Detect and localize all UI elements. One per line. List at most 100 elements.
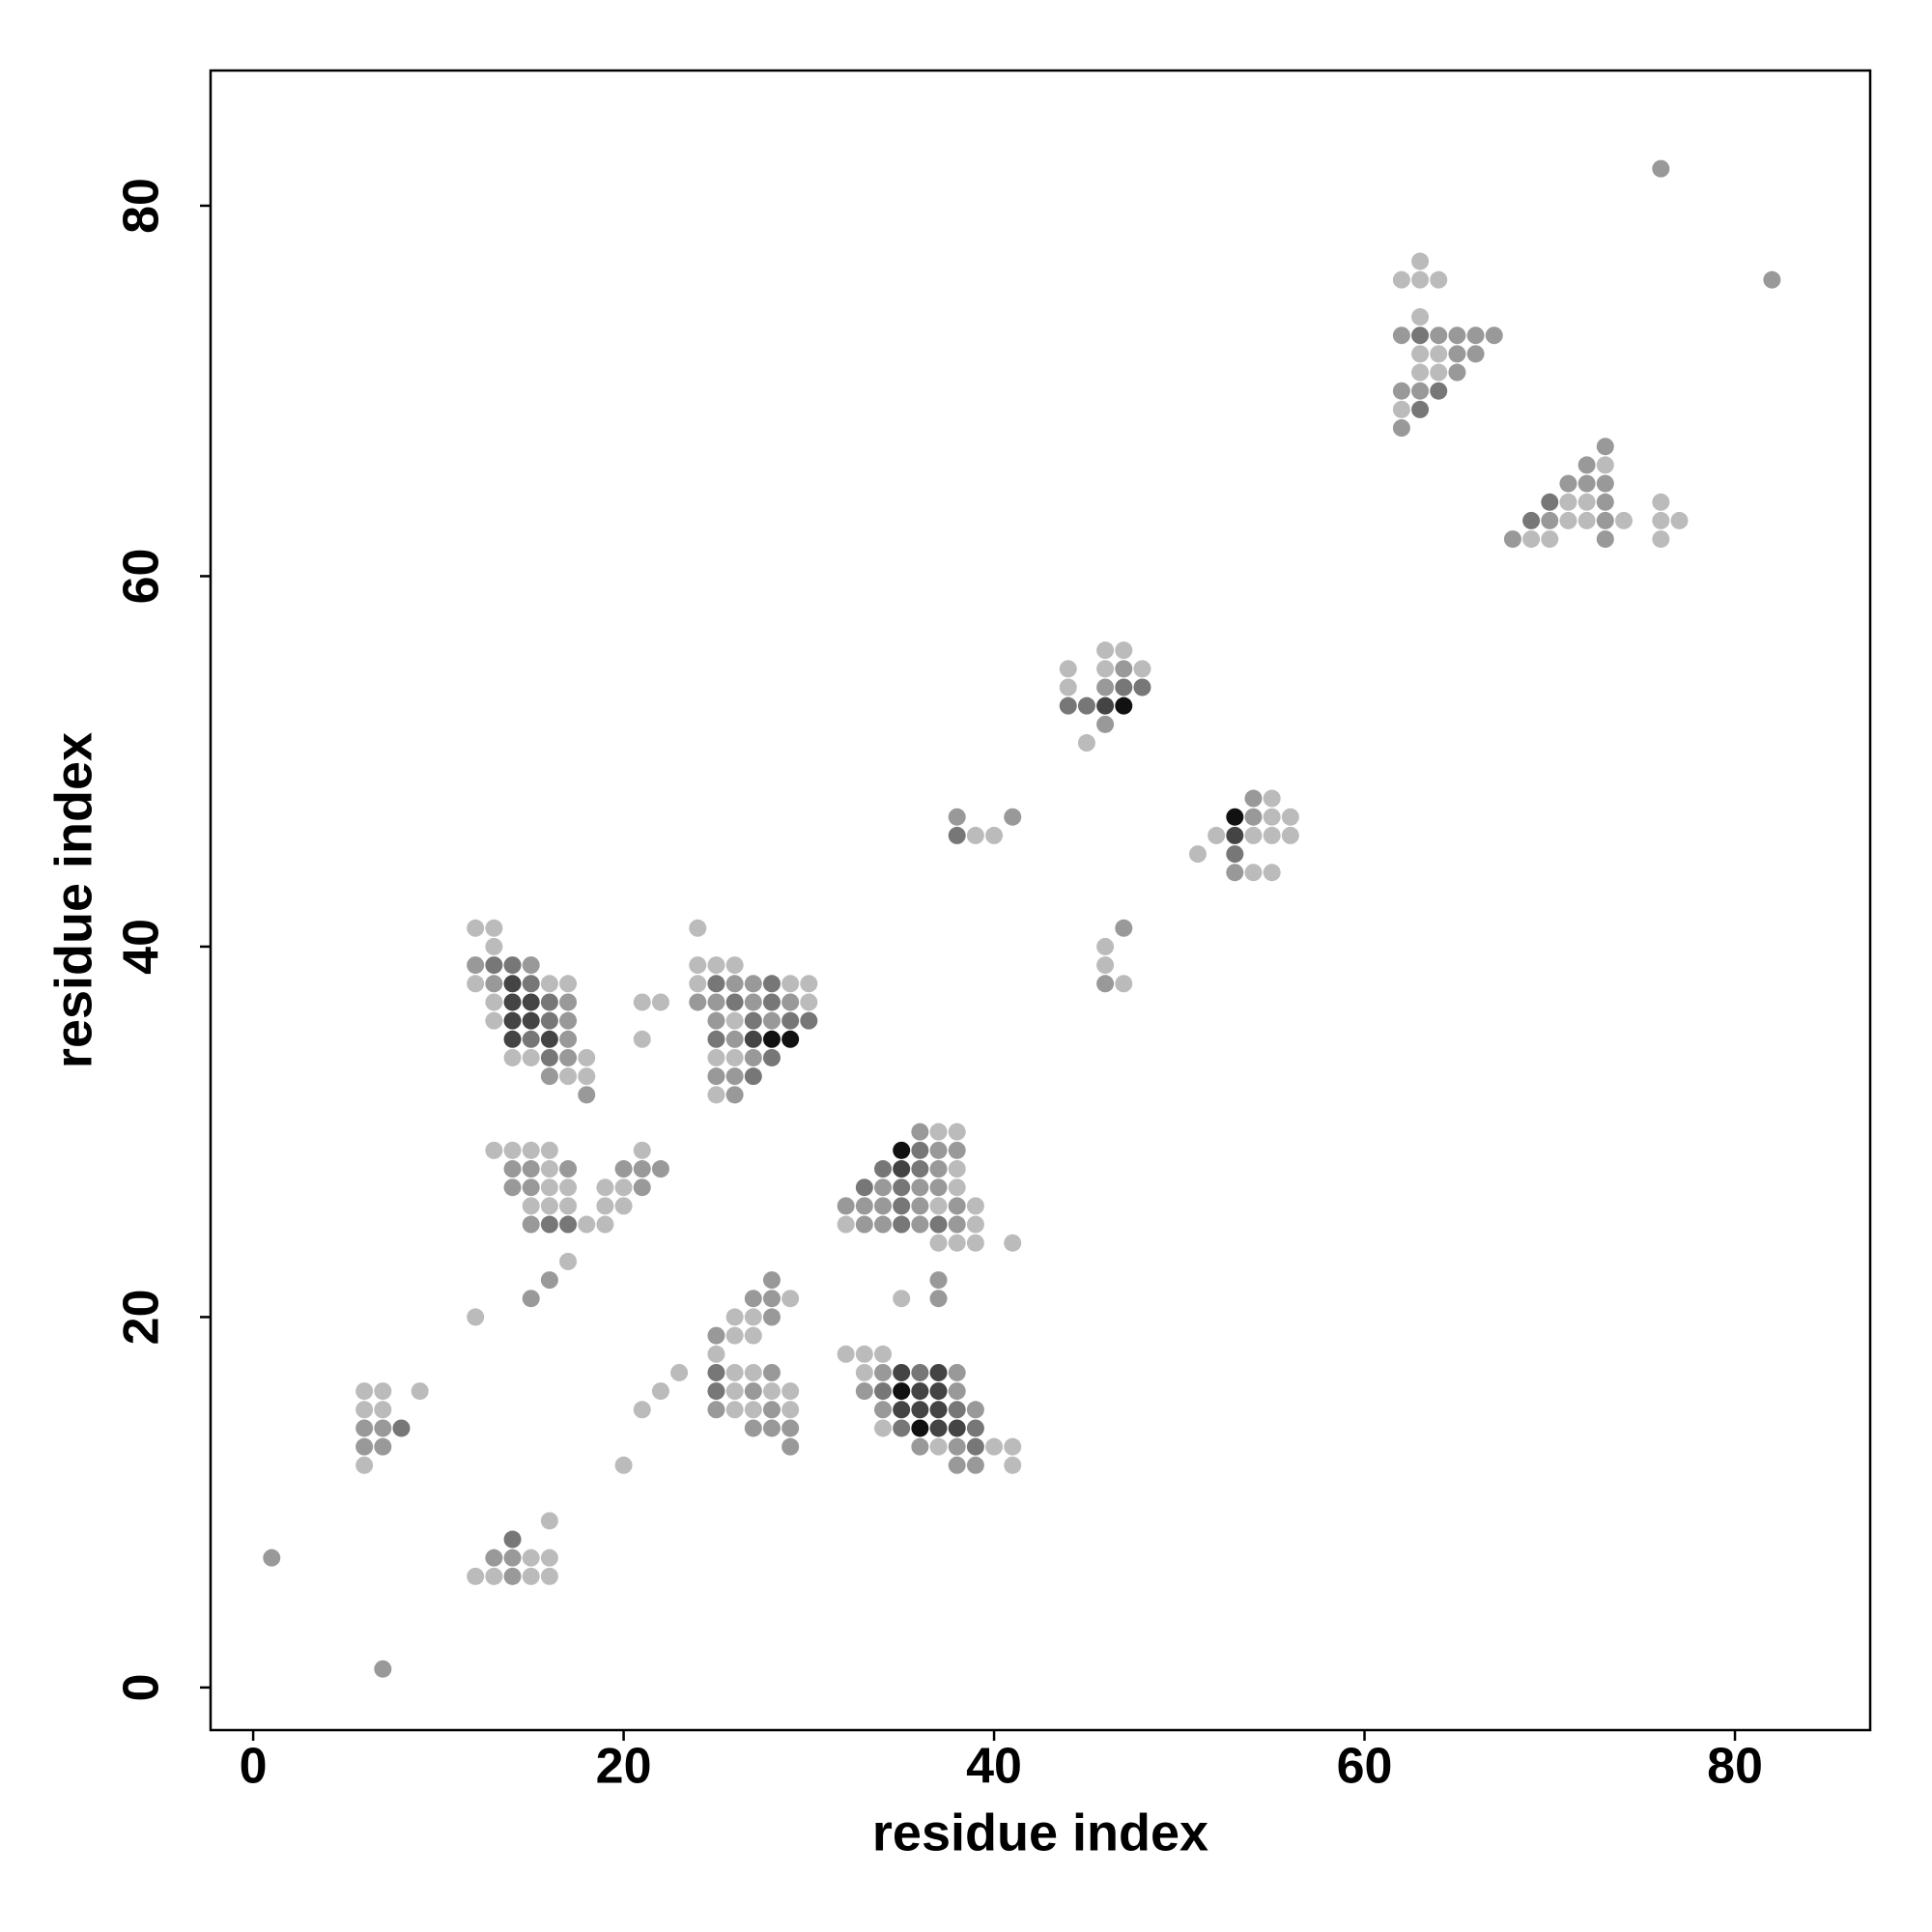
point: [1411, 363, 1430, 382]
point: [1596, 530, 1614, 549]
point: [874, 1197, 893, 1215]
point: [355, 1419, 374, 1437]
point: [707, 993, 725, 1011]
point: [633, 1141, 651, 1159]
point: [1077, 734, 1095, 753]
point: [1004, 1456, 1022, 1474]
point: [874, 1363, 893, 1381]
point: [1004, 1234, 1022, 1252]
point: [392, 1419, 411, 1437]
point: [651, 1382, 669, 1401]
point: [929, 1437, 948, 1456]
point: [725, 1048, 744, 1066]
point: [1115, 975, 1133, 993]
point: [374, 1382, 392, 1401]
point: [874, 1382, 893, 1401]
point: [559, 1179, 578, 1197]
point: [966, 1419, 984, 1437]
point: [1596, 438, 1614, 456]
point: [707, 1345, 725, 1363]
point: [948, 1179, 966, 1197]
point: [948, 1141, 966, 1159]
point: [781, 1382, 800, 1401]
point: [762, 1308, 781, 1326]
point: [707, 956, 725, 975]
point: [707, 1086, 725, 1104]
point: [1596, 474, 1614, 493]
plot-frame: [209, 69, 1872, 1732]
point: [355, 1382, 374, 1401]
point: [1096, 660, 1115, 678]
point: [689, 956, 707, 975]
point: [559, 1030, 578, 1048]
point: [633, 1030, 651, 1048]
point: [893, 1401, 911, 1419]
point: [1392, 327, 1410, 345]
point: [893, 1179, 911, 1197]
point: [1281, 826, 1299, 844]
point: [744, 1401, 762, 1419]
point: [1559, 511, 1577, 529]
point: [1115, 919, 1133, 937]
point: [522, 975, 540, 993]
point: [503, 956, 522, 975]
point: [781, 1401, 800, 1419]
point: [503, 975, 522, 993]
point: [744, 1048, 762, 1066]
point: [1133, 660, 1151, 678]
point: [744, 993, 762, 1011]
point: [911, 1197, 929, 1215]
point: [540, 1271, 558, 1290]
point: [948, 1122, 966, 1141]
point: [559, 1215, 578, 1234]
point: [966, 1456, 984, 1474]
point: [355, 1456, 374, 1474]
point: [485, 975, 503, 993]
point: [540, 993, 558, 1011]
point: [1466, 345, 1485, 363]
point: [1096, 696, 1115, 715]
point: [725, 1011, 744, 1030]
point: [633, 1401, 651, 1419]
point: [355, 1437, 374, 1456]
point: [1392, 400, 1410, 418]
point: [1059, 696, 1077, 715]
point: [929, 1122, 948, 1141]
point: [1596, 456, 1614, 474]
point: [855, 1345, 873, 1363]
point: [522, 1048, 540, 1066]
point: [559, 993, 578, 1011]
point: [762, 1382, 781, 1401]
point: [633, 1179, 651, 1197]
point: [800, 1011, 818, 1030]
point: [559, 1048, 578, 1066]
point: [1430, 382, 1448, 400]
point: [874, 1345, 893, 1363]
point: [503, 1548, 522, 1567]
point: [1411, 345, 1430, 363]
x-tick-label: 0: [240, 1739, 268, 1795]
point: [929, 1271, 948, 1290]
point: [762, 975, 781, 993]
point: [744, 975, 762, 993]
point: [725, 1401, 744, 1419]
point: [762, 1048, 781, 1066]
point: [929, 1197, 948, 1215]
point: [855, 1197, 873, 1215]
point: [966, 826, 984, 844]
point: [837, 1345, 855, 1363]
y-axis-label: residue index: [44, 732, 102, 1068]
point: [948, 1234, 966, 1252]
x-tick-label: 80: [1707, 1739, 1763, 1795]
point: [948, 1197, 966, 1215]
point: [485, 937, 503, 955]
point: [503, 1048, 522, 1066]
point: [540, 1197, 558, 1215]
point: [929, 1215, 948, 1234]
point: [1503, 530, 1521, 549]
point: [1430, 363, 1448, 382]
point: [467, 1567, 485, 1585]
point: [929, 1160, 948, 1179]
point: [911, 1363, 929, 1381]
